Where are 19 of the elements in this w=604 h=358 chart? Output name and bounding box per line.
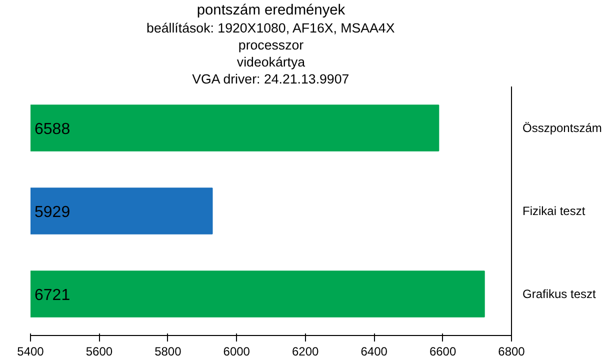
x-tick-label: 5600: [86, 344, 113, 358]
x-tick-label: 6600: [429, 344, 456, 358]
text: processzor: [238, 38, 304, 52]
x-tick-label: 6200: [292, 344, 320, 358]
data-label: 6588: [34, 121, 70, 138]
x-tick-label: 6800: [498, 344, 526, 358]
data-label: 5929: [34, 204, 70, 221]
text: videokártya: [236, 54, 306, 70]
x-tick-label: 5400: [17, 344, 44, 358]
x-tick-label: 5800: [154, 344, 182, 358]
y-tick-label: Grafikus teszt: [522, 287, 597, 301]
annotation: VGA driver: 24.21.13.9907: [192, 72, 350, 86]
chart-title: pontszám eredmények: [196, 2, 346, 18]
y-tick-label: Összpontszám: [522, 121, 602, 135]
chart-subtitle: beállítások: 1920X1080, AF16X, MSAA4X: [146, 20, 395, 36]
data-label: 6721: [34, 287, 70, 304]
x-tick-label: 6400: [360, 344, 388, 358]
y-tick-label: Fizikai teszt: [522, 204, 586, 218]
x-tick-label: 6000: [223, 344, 250, 358]
